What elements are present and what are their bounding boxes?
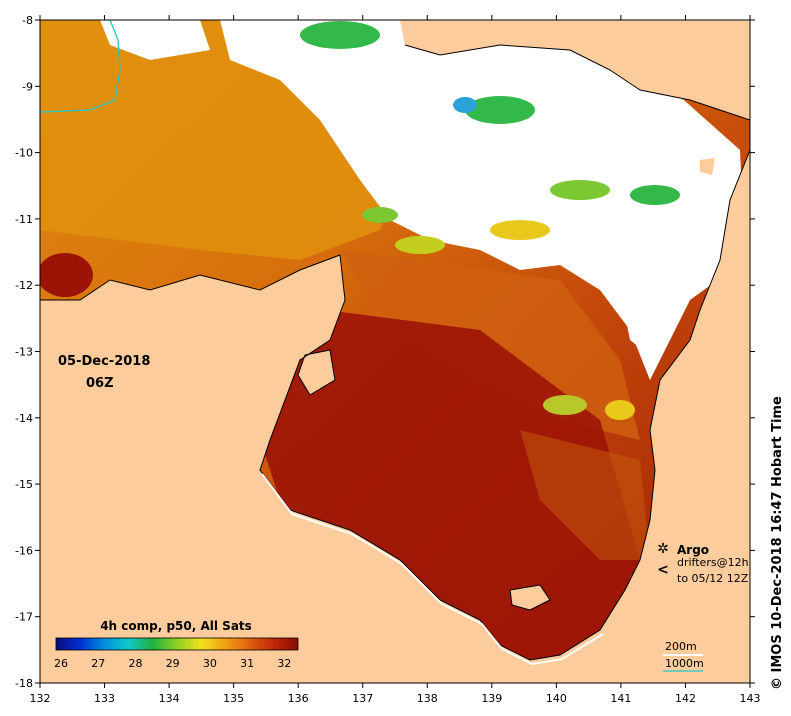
coastline [40,44,750,661]
y-tick-label: -14 [15,412,33,425]
colorbar-tick-label: 31 [240,657,254,670]
y-tick-label: -17 [15,611,33,624]
colorbar-tick-label: 26 [54,657,68,670]
y-tick-label: -18 [15,677,33,690]
x-axis: 132 133 134 135 136 137 138 139 140 141 142 143 [30,15,761,705]
colorbar-bar [55,637,299,651]
y-tick-label: -15 [15,478,33,491]
legend: ✲ Argo < drifters@12h to 05/12 12Z 200m … [657,541,749,672]
cloud-patch-nw [100,20,210,60]
x-tick-label: 136 [288,692,309,705]
drifters-label: drifters@12h [677,556,749,569]
colorbar-tick-label: 29 [166,657,180,670]
drifter-arrow-icon: < [657,562,669,578]
argo-marker-icon: ✲ [657,541,669,557]
groote-eylandt [298,350,335,395]
sst-gradient-east [520,430,650,560]
x-tick-label: 134 [159,692,180,705]
y-tick-label: -10 [15,147,33,160]
y-tick-label: -16 [15,544,33,557]
contour-200-label: 200m [665,640,697,653]
contour-1000m [40,20,121,113]
colorbar: 4h comp, p50, All Sats 26 27 28 29 30 31 32 [54,619,299,670]
x-tick-label: 132 [30,692,51,705]
torres-islet [700,158,715,175]
land [40,20,750,683]
contour-1000-label: 1000m [665,657,704,670]
australia-mainland [40,150,750,683]
y-tick-label: -11 [15,213,33,226]
y-tick-label: -9 [22,80,33,93]
y-tick-label: -12 [15,279,33,292]
date-label: 05-Dec-2018 [58,354,150,369]
y-axis: -8 -9 -10 -11 -12 -13 -14 -15 -16 -17 -18 [15,14,755,690]
map-plot-area [40,20,750,683]
cloud-mask [220,20,745,380]
colorbar-tick-label: 28 [128,657,142,670]
x-tick-label: 138 [417,692,438,705]
argo-label: Argo [677,543,709,557]
x-tick-label: 141 [610,692,631,705]
x-tick-label: 133 [94,692,115,705]
x-tick-label: 140 [546,692,567,705]
colorbar-tick-label: 32 [277,657,291,670]
x-tick-label: 142 [675,692,696,705]
cool-sst-patches [300,21,680,420]
mornington-island [510,585,550,610]
y-tick-label: -13 [15,346,33,359]
copyright-credit: © IMOS 10-Dec-2018 16:47 Hobart Time [770,396,785,690]
new-guinea [400,20,750,120]
contour-200m [261,473,604,666]
colorbar-ticks: 26 27 28 29 30 31 32 [54,657,291,670]
melville-island-sea [40,253,93,297]
x-tick-label: 143 [740,692,761,705]
drifters-sub-label: to 05/12 12Z [677,572,749,585]
cloud-patch-east [620,290,660,360]
x-tick-label: 139 [481,692,502,705]
x-tick-label: 137 [352,692,373,705]
time-label: 06Z [86,376,114,391]
colorbar-tick-label: 27 [91,657,105,670]
colorbar-tick-label: 30 [203,657,217,670]
y-tick-label: -8 [22,14,33,27]
colorbar-title: 4h comp, p50, All Sats [100,619,252,633]
x-tick-label: 135 [223,692,244,705]
